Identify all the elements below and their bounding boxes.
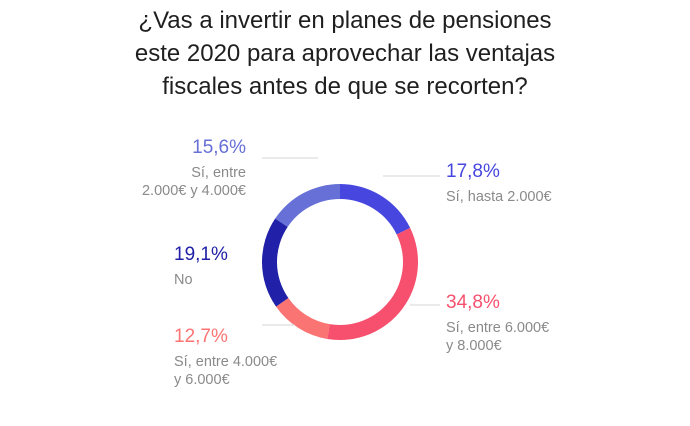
slice-6000a8000 [327, 227, 418, 340]
category-label-2000-4000-line-2: 2.000€ y 4.000€ [141, 183, 246, 199]
category-label-4000-6000-line-1: Sí, entre 4.000€ [174, 354, 278, 370]
label-no: 19,1% No [174, 243, 228, 289]
slice-no [261, 218, 289, 307]
category-label-4000-6000-line-2: y 6.000€ [174, 372, 230, 388]
chart-title: ¿Vas a invertir en planes de pensiones e… [0, 4, 690, 103]
label-6000-8000: 34,8% Sí, entre 6.000€ y 8.000€ [446, 291, 549, 355]
category-label-hasta-2000: Sí, hasta 2.000€ [446, 189, 552, 205]
slice-2000a4000 [275, 184, 340, 227]
pct-label-hasta-2000: 17,8% [446, 161, 500, 182]
chart-title-line-1: ¿Vas a invertir en planes de pensiones [138, 7, 552, 34]
label-hasta-2000: 17,8% Sí, hasta 2.000€ [446, 160, 552, 206]
pct-label-4000-6000: 12,7% [174, 326, 228, 347]
slice-hasta2000 [340, 184, 411, 235]
label-4000-6000: 12,7% Sí, entre 4.000€ y 6.000€ [174, 325, 277, 389]
pct-label-6000-8000: 34,8% [446, 292, 500, 313]
category-label-6000-8000-line-1: Sí, entre 6.000€ [446, 320, 550, 336]
chart-title-line-2: este 2020 para aprovechar las ventajas [134, 40, 556, 67]
category-label-no: No [174, 272, 193, 288]
pct-label-2000-4000: 15,6% [192, 137, 246, 158]
category-label-2000-4000-line-1: Sí, entre [191, 165, 246, 181]
chart-title-line-3: fiscales antes de que se recorten? [162, 73, 528, 100]
category-label-6000-8000-line-2: y 8.000€ [446, 338, 502, 354]
slice-4000a6000 [276, 298, 330, 339]
label-2000-4000: 15,6% Sí, entre 2.000€ y 4.000€ [110, 136, 246, 200]
pct-label-no: 19,1% [174, 244, 228, 265]
